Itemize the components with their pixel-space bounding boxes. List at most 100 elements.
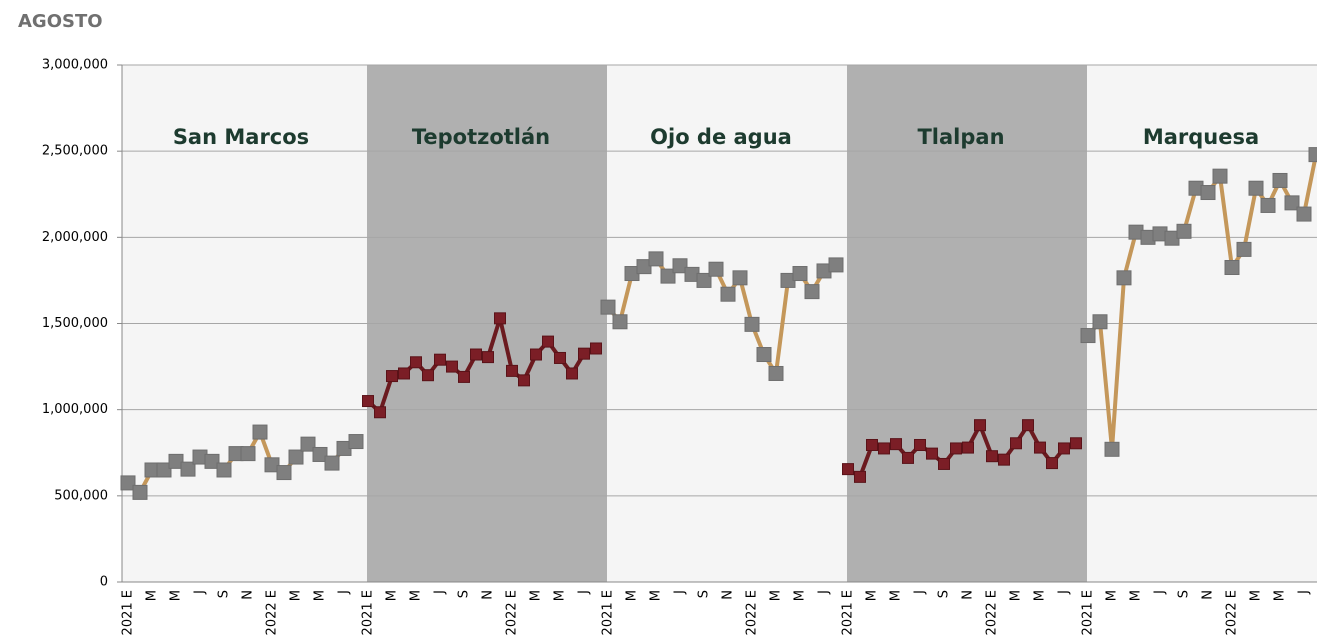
y-tick-label: 1,500,000	[42, 316, 108, 331]
x-tick-label: S	[697, 590, 712, 598]
marker	[470, 348, 482, 361]
marker	[1260, 197, 1276, 213]
marker	[768, 365, 784, 381]
x-tick-label: M	[145, 590, 160, 601]
marker	[506, 364, 518, 377]
marker	[240, 446, 256, 462]
marker	[264, 457, 280, 473]
marker	[962, 441, 974, 454]
x-tick-label: M	[409, 590, 424, 601]
marker	[998, 453, 1010, 466]
x-tick-label: 2022 E	[985, 590, 1000, 635]
marker	[636, 259, 652, 275]
marker	[276, 465, 292, 481]
marker	[590, 342, 602, 355]
marker	[288, 449, 304, 465]
marker	[878, 442, 890, 455]
marker	[1116, 270, 1132, 286]
marker	[1080, 328, 1096, 344]
marker	[938, 457, 950, 470]
marker	[986, 450, 998, 463]
marker	[374, 406, 386, 419]
marker	[732, 270, 748, 286]
y-tick-label: 500,000	[54, 488, 108, 503]
x-tick-label: 2021 E	[1081, 590, 1096, 635]
x-tick-label: S	[217, 590, 232, 598]
x-tick-label: 2021 E	[361, 590, 376, 635]
marker	[1022, 419, 1034, 432]
marker	[1248, 180, 1264, 196]
x-tick-label: M	[1009, 590, 1024, 601]
marker	[1104, 441, 1120, 457]
x-tick-label: 2022 E	[1225, 590, 1240, 635]
x-tick-label: N	[1201, 590, 1216, 600]
marker	[974, 419, 986, 432]
marker	[1296, 206, 1312, 222]
marker	[204, 453, 220, 469]
marker	[578, 347, 590, 360]
marker	[1046, 457, 1058, 470]
marker	[482, 351, 494, 364]
x-tick-label: M	[313, 590, 328, 601]
marker	[362, 395, 374, 408]
x-tick-label: M	[553, 590, 568, 601]
x-tick-label: M	[289, 590, 304, 601]
marker	[324, 455, 340, 471]
marker	[1092, 314, 1108, 330]
marker	[1200, 185, 1216, 201]
panel-label: Ojo de agua	[650, 125, 792, 149]
marker	[660, 268, 676, 284]
x-tick-label: M	[649, 590, 664, 601]
marker	[180, 461, 196, 477]
marker	[648, 251, 664, 267]
marker	[1272, 172, 1288, 188]
marker	[168, 453, 184, 469]
x-tick-label: S	[457, 590, 472, 598]
x-tick-label: J	[433, 590, 448, 595]
marker	[518, 374, 530, 387]
marker	[422, 369, 434, 382]
x-tick-label: S	[1177, 590, 1192, 598]
marker	[300, 436, 316, 452]
marker	[828, 257, 844, 273]
marker	[156, 462, 172, 478]
marker	[950, 442, 962, 455]
panel-label: San Marcos	[173, 125, 309, 149]
x-tick-label: M	[1033, 590, 1048, 601]
x-tick-label: M	[769, 590, 784, 601]
x-tick-label: S	[937, 590, 952, 598]
marker	[612, 314, 628, 330]
x-tick-label: N	[241, 590, 256, 600]
x-tick-label: M	[889, 590, 904, 601]
marker	[926, 447, 938, 460]
y-tick-label: 3,000,000	[42, 58, 108, 73]
x-tick-label: 2021 E	[601, 590, 616, 635]
x-tick-label: 2021 E	[841, 590, 856, 635]
y-tick-label: 0	[100, 575, 108, 590]
chart-title: AGOSTO	[18, 11, 103, 32]
x-tick-label: J	[1297, 590, 1312, 595]
marker	[542, 335, 554, 348]
x-tick-label: N	[961, 590, 976, 600]
y-tick-label: 1,000,000	[42, 402, 108, 417]
marker	[132, 484, 148, 500]
marker	[398, 367, 410, 380]
marker	[1010, 437, 1022, 450]
x-tick-label: M	[793, 590, 808, 601]
x-tick-label: M	[385, 590, 400, 601]
x-tick-label: M	[865, 590, 880, 601]
x-tick-label: M	[1249, 590, 1264, 601]
x-tick-label: N	[481, 590, 496, 600]
marker	[566, 367, 578, 380]
marker	[842, 463, 854, 476]
marker	[1308, 147, 1317, 163]
x-tick-label: 2022 E	[265, 590, 280, 635]
x-tick-label: M	[1105, 590, 1120, 601]
x-tick-label: J	[1057, 590, 1072, 595]
x-tick-label: J	[673, 590, 688, 595]
x-tick-label: M	[169, 590, 184, 601]
marker	[252, 424, 268, 440]
marker	[890, 438, 902, 451]
marker	[708, 261, 724, 277]
marker	[720, 286, 736, 302]
